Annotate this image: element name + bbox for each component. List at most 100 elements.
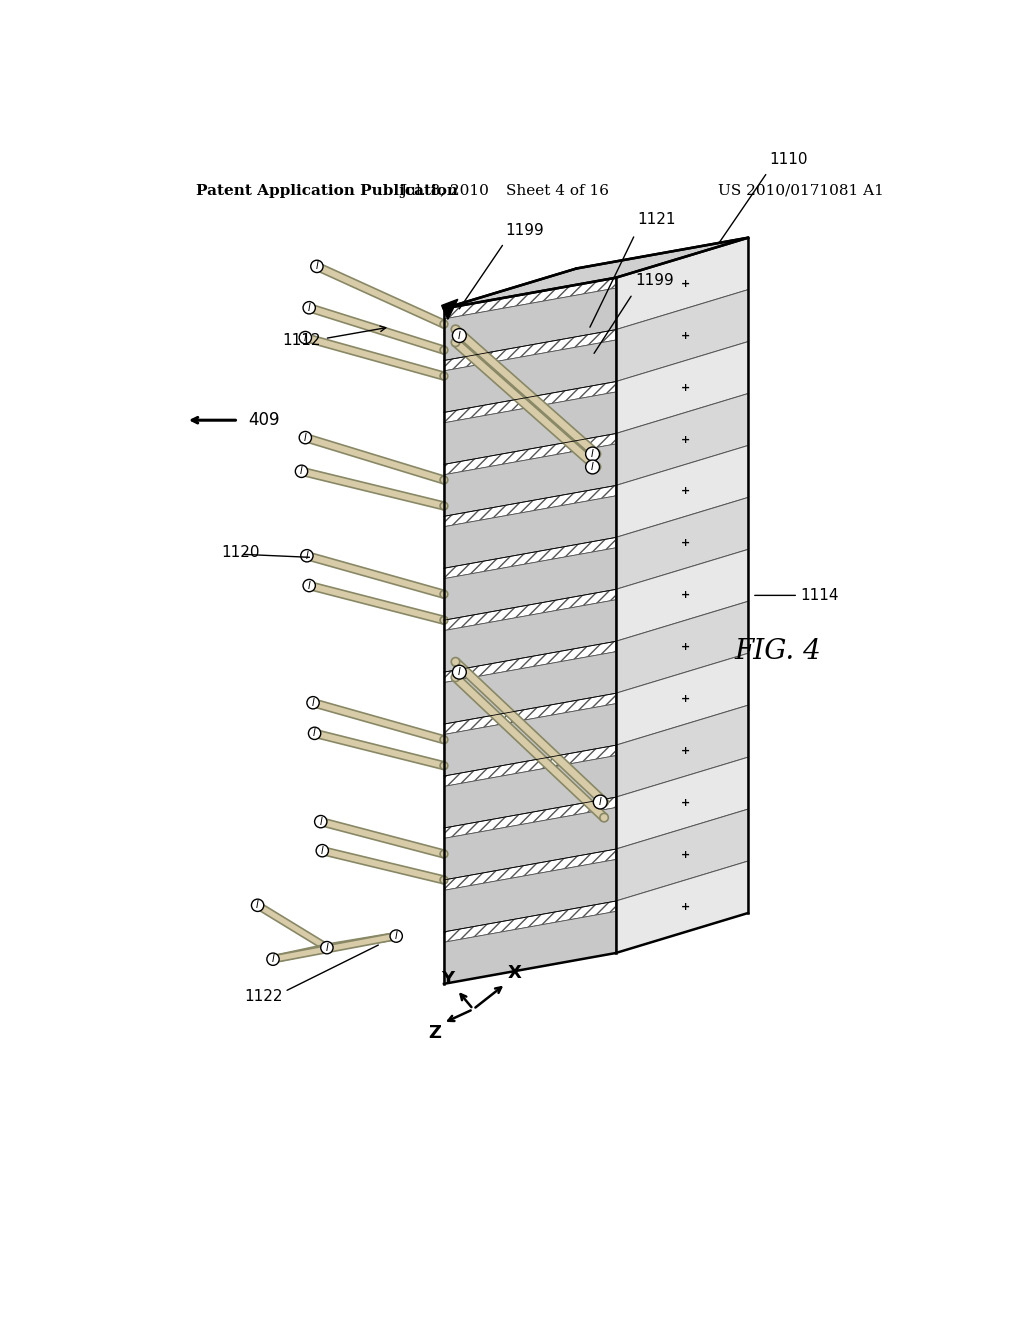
Polygon shape: [453, 659, 607, 805]
Polygon shape: [272, 933, 397, 962]
Polygon shape: [444, 797, 615, 838]
Text: 1122: 1122: [245, 989, 283, 1003]
Polygon shape: [444, 238, 749, 309]
Polygon shape: [444, 599, 615, 672]
Circle shape: [592, 463, 601, 471]
Polygon shape: [453, 675, 607, 821]
Circle shape: [298, 467, 305, 475]
Text: +: +: [681, 643, 690, 652]
Circle shape: [314, 816, 327, 828]
Polygon shape: [444, 277, 615, 319]
Text: I: I: [311, 698, 314, 708]
Polygon shape: [453, 326, 599, 457]
Circle shape: [316, 818, 325, 825]
Circle shape: [301, 549, 313, 562]
Circle shape: [586, 447, 599, 461]
Text: FIG. 4: FIG. 4: [734, 638, 820, 665]
Polygon shape: [615, 861, 749, 953]
Text: Z: Z: [428, 1024, 441, 1043]
Text: 1120: 1120: [221, 545, 260, 561]
Polygon shape: [315, 263, 445, 327]
Circle shape: [324, 944, 331, 952]
Circle shape: [252, 899, 264, 912]
Circle shape: [269, 956, 276, 962]
Text: +: +: [681, 590, 690, 601]
Circle shape: [440, 850, 447, 858]
Circle shape: [440, 590, 447, 598]
Circle shape: [452, 657, 460, 667]
Text: +: +: [681, 799, 690, 808]
Text: +: +: [681, 694, 690, 705]
Circle shape: [600, 813, 608, 822]
Text: I: I: [591, 462, 594, 473]
Text: 1114: 1114: [801, 587, 839, 603]
Circle shape: [452, 673, 460, 681]
Text: I: I: [395, 931, 397, 941]
Polygon shape: [444, 590, 615, 631]
Circle shape: [440, 876, 447, 884]
Polygon shape: [444, 912, 615, 983]
Circle shape: [600, 797, 608, 807]
Polygon shape: [615, 238, 749, 330]
Text: +: +: [681, 383, 690, 392]
Text: 1112: 1112: [283, 334, 321, 348]
Circle shape: [318, 847, 326, 854]
Text: 1121: 1121: [637, 211, 676, 227]
Text: I: I: [308, 581, 310, 590]
Circle shape: [324, 944, 331, 952]
Circle shape: [452, 338, 460, 347]
Text: 409: 409: [249, 412, 280, 429]
Circle shape: [593, 795, 607, 809]
Polygon shape: [615, 498, 749, 590]
Text: Jul. 8, 2010: Jul. 8, 2010: [400, 183, 489, 198]
Text: I: I: [458, 330, 461, 341]
Text: I: I: [313, 729, 316, 738]
Polygon shape: [444, 642, 615, 682]
Circle shape: [303, 301, 315, 314]
Text: +: +: [681, 539, 690, 548]
Polygon shape: [615, 602, 749, 693]
Text: I: I: [308, 302, 310, 313]
Circle shape: [308, 727, 321, 739]
Circle shape: [267, 953, 280, 965]
Circle shape: [393, 933, 399, 940]
Polygon shape: [444, 902, 615, 942]
Circle shape: [440, 616, 447, 624]
Text: I: I: [599, 797, 602, 807]
Text: I: I: [319, 817, 323, 826]
Polygon shape: [444, 859, 615, 932]
Text: I: I: [305, 550, 308, 561]
Circle shape: [305, 304, 313, 312]
Polygon shape: [444, 433, 615, 475]
Text: +: +: [681, 850, 690, 861]
Circle shape: [310, 260, 323, 272]
Polygon shape: [327, 933, 396, 952]
Polygon shape: [444, 808, 615, 880]
Text: I: I: [256, 900, 259, 911]
Polygon shape: [444, 341, 615, 412]
Polygon shape: [444, 330, 615, 371]
Polygon shape: [444, 849, 615, 890]
Polygon shape: [313, 730, 444, 770]
Polygon shape: [256, 903, 329, 950]
Circle shape: [440, 346, 447, 354]
Circle shape: [592, 450, 601, 458]
Polygon shape: [441, 300, 458, 319]
Circle shape: [586, 461, 599, 474]
Polygon shape: [322, 847, 444, 883]
Text: I: I: [321, 846, 324, 855]
Circle shape: [301, 434, 309, 441]
Text: Patent Application Publication: Patent Application Publication: [196, 183, 458, 198]
Polygon shape: [615, 758, 749, 849]
Text: +: +: [681, 487, 690, 496]
Circle shape: [303, 552, 310, 560]
Polygon shape: [308, 304, 445, 354]
Polygon shape: [444, 288, 615, 360]
Text: US 2010/0171081 A1: US 2010/0171081 A1: [718, 183, 884, 198]
Circle shape: [295, 465, 307, 478]
Polygon shape: [444, 652, 615, 725]
Text: I: I: [300, 466, 303, 477]
Polygon shape: [444, 486, 615, 527]
Circle shape: [309, 698, 316, 706]
Polygon shape: [301, 467, 444, 510]
